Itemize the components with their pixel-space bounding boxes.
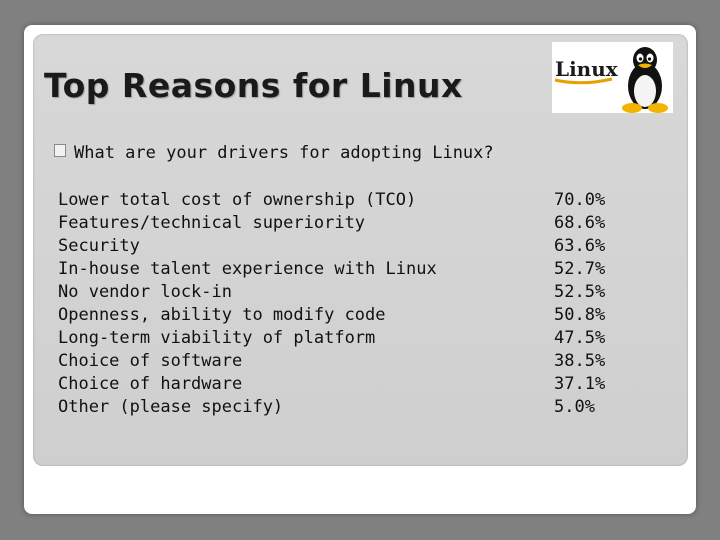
question-bullet: What are your drivers for adopting Linux… bbox=[54, 143, 494, 163]
list-item: No vendor lock-in 52.5% bbox=[58, 281, 678, 304]
list-item: Other (please specify) 5.0% bbox=[58, 396, 678, 419]
reasons-list: Lower total cost of ownership (TCO) 70.0%… bbox=[58, 189, 678, 419]
reason-label: Choice of software bbox=[58, 351, 243, 371]
reason-percent: 52.7% bbox=[554, 259, 606, 279]
list-item: Choice of software 38.5% bbox=[58, 350, 678, 373]
reason-label: Other (please specify) bbox=[58, 397, 284, 417]
reason-label: Long-term viability of platform bbox=[58, 328, 376, 348]
reason-percent: 38.5% bbox=[554, 351, 606, 371]
list-item: In-house talent experience with Linux 52.… bbox=[58, 258, 678, 281]
reason-percent: 70.0% bbox=[554, 190, 606, 210]
reason-percent: 63.6% bbox=[554, 236, 606, 256]
list-item: Openness, ability to modify code 50.8% bbox=[58, 304, 678, 327]
reason-label: Openness, ability to modify code bbox=[58, 305, 386, 325]
reason-percent: 37.1% bbox=[554, 374, 606, 394]
tux-penguin-icon: Linux bbox=[554, 47, 668, 113]
list-item: Long-term viability of platform 47.5% bbox=[58, 327, 678, 350]
reason-label: Lower total cost of ownership (TCO) bbox=[58, 190, 417, 210]
reason-percent: 47.5% bbox=[554, 328, 606, 348]
reason-percent: 50.8% bbox=[554, 305, 606, 325]
list-item: Lower total cost of ownership (TCO) 70.0% bbox=[58, 189, 678, 212]
list-item: Features/technical superiority 68.6% bbox=[58, 212, 678, 235]
question-text: What are your drivers for adopting Linux… bbox=[74, 143, 494, 163]
reason-percent: 52.5% bbox=[554, 282, 606, 302]
reason-label: Features/technical superiority bbox=[58, 213, 366, 233]
reason-label: Security bbox=[58, 236, 140, 256]
reason-percent: 5.0% bbox=[554, 397, 595, 417]
logo-text: Linux bbox=[555, 57, 619, 81]
linux-logo: Linux bbox=[552, 42, 673, 113]
bullet-icon bbox=[54, 144, 66, 157]
reason-label: In-house talent experience with Linux bbox=[58, 259, 437, 279]
reason-label: No vendor lock-in bbox=[58, 282, 232, 302]
reason-percent: 68.6% bbox=[554, 213, 606, 233]
slide-title: Top Reasons for Linux bbox=[44, 66, 463, 105]
list-item: Security 63.6% bbox=[58, 235, 678, 258]
reason-label: Choice of hardware bbox=[58, 374, 243, 394]
list-item: Choice of hardware 37.1% bbox=[58, 373, 678, 396]
